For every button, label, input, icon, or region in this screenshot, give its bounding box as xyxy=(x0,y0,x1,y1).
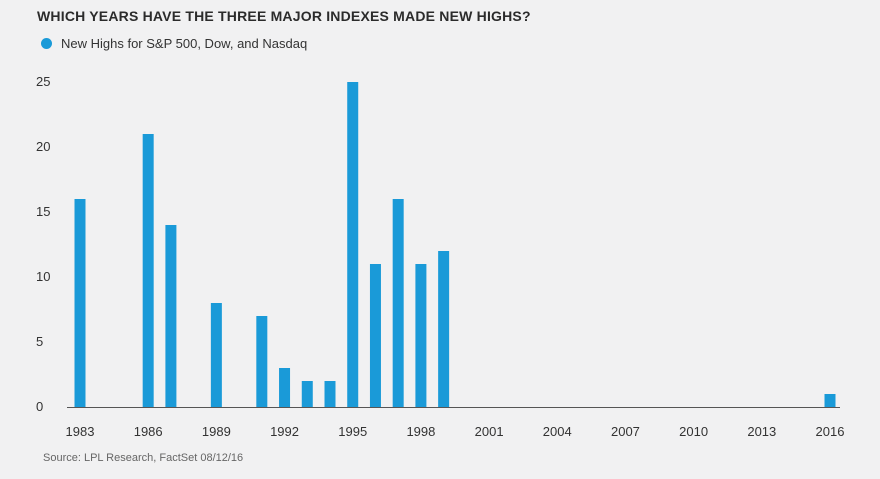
y-tick-label: 10 xyxy=(36,269,50,284)
bar-1983 xyxy=(74,199,86,407)
bar-1997 xyxy=(392,199,404,407)
x-tick-label: 2001 xyxy=(475,424,504,439)
bar-1994 xyxy=(324,381,336,407)
bar-1987 xyxy=(165,225,177,407)
x-tick-label: 2010 xyxy=(679,424,708,439)
bar-1993 xyxy=(301,381,313,407)
x-tick-label: 2007 xyxy=(611,424,640,439)
legend-swatch xyxy=(41,38,52,49)
x-tick-label: 2004 xyxy=(543,424,572,439)
x-tick-label: 1986 xyxy=(134,424,163,439)
y-tick-label: 5 xyxy=(36,334,43,349)
y-tick-label: 20 xyxy=(36,139,50,154)
y-tick-label: 25 xyxy=(36,74,50,89)
chart-title: WHICH YEARS HAVE THE THREE MAJOR INDEXES… xyxy=(37,8,531,24)
x-tick-label: 1992 xyxy=(270,424,299,439)
legend-label: New Highs for S&P 500, Dow, and Nasdaq xyxy=(61,36,308,51)
x-tick-label: 1998 xyxy=(406,424,435,439)
x-tick-label: 1989 xyxy=(202,424,231,439)
bar-1986 xyxy=(142,134,154,407)
bar-1999 xyxy=(438,251,450,407)
legend: New Highs for S&P 500, Dow, and Nasdaq xyxy=(41,36,307,51)
bar-1996 xyxy=(369,264,381,407)
x-tick-label: 1983 xyxy=(66,424,95,439)
bar-1989 xyxy=(210,303,222,407)
bar-1992 xyxy=(279,368,291,407)
y-tick-label: 15 xyxy=(36,204,50,219)
bar-1991 xyxy=(256,316,268,407)
bar-1998 xyxy=(415,264,427,407)
x-tick-label: 1995 xyxy=(338,424,367,439)
bar-2016 xyxy=(824,394,836,407)
x-tick-label: 2013 xyxy=(747,424,776,439)
bar-1995 xyxy=(347,82,359,407)
source-note: Source: LPL Research, FactSet 08/12/16 xyxy=(43,452,244,464)
x-tick-label: 2016 xyxy=(816,424,845,439)
y-tick-label: 0 xyxy=(36,399,43,414)
